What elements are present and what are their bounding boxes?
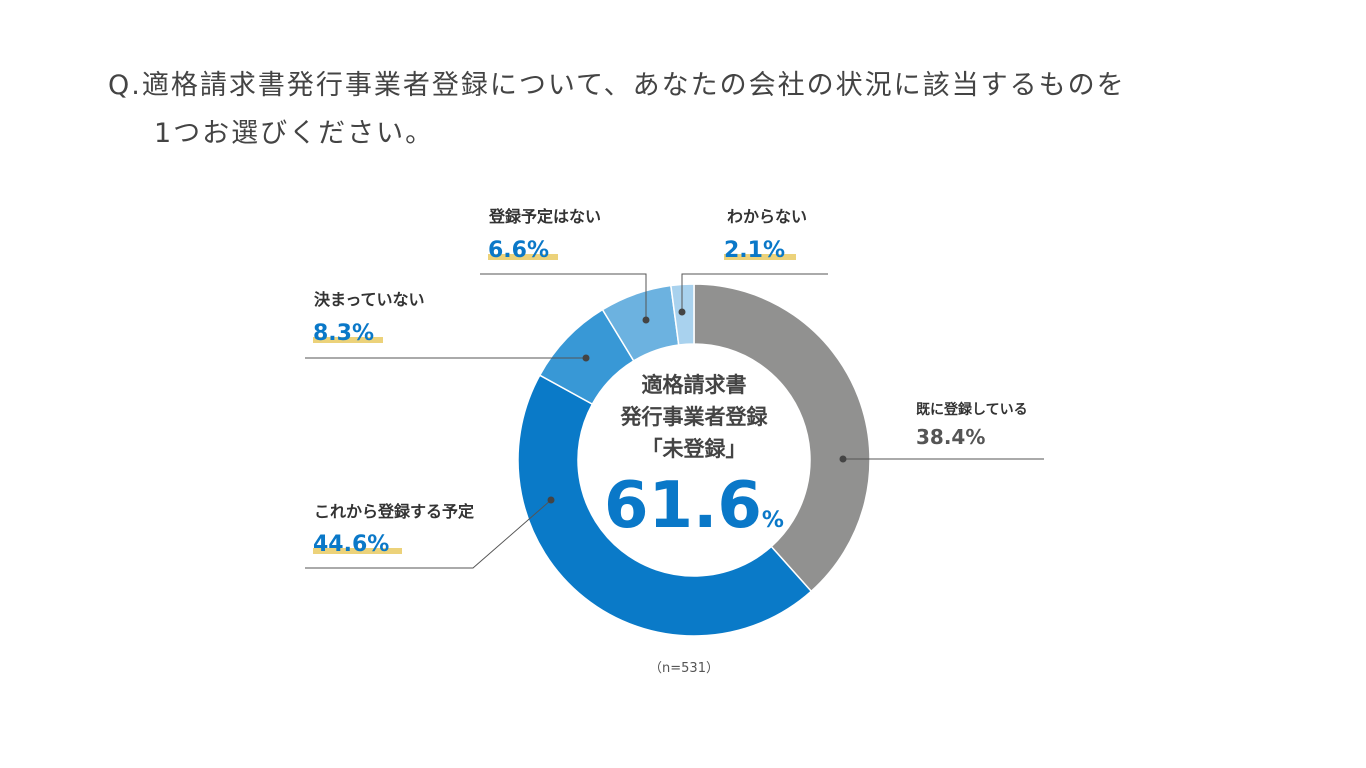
center-value-group: 61.6% — [604, 469, 784, 543]
label-undecided: 決まっていない 8.3% — [305, 290, 590, 362]
leader-dot-undecided — [582, 354, 590, 362]
label-no-plan-value: 6.6% — [488, 238, 549, 263]
question-line1: 適格請求書発行事業者登録について、あなたの会社の状況に該当するものを — [141, 70, 1126, 101]
leader-dot-will-register — [547, 496, 555, 504]
center-line2: 発行事業者登録 — [620, 405, 769, 429]
label-will-register-underline — [313, 548, 402, 554]
leader-dot-no-plan — [642, 316, 650, 324]
leader-line-no-plan — [480, 273, 647, 320]
leader-dot-unknown — [678, 308, 686, 316]
label-unknown-underline — [724, 254, 796, 260]
leader-line-will-register — [305, 499, 552, 569]
label-registered: 既に登録している 38.4% — [839, 401, 1044, 463]
label-no-plan: 登録予定はない 6.6% — [480, 207, 650, 324]
donut-center: 適格請求書 発行事業者登録 「未登録」 61.6% — [604, 373, 784, 543]
label-will-register: これから登録する予定 44.6% — [305, 496, 555, 569]
sample-size-note: （n=531） — [649, 661, 719, 676]
label-undecided-name: 決まっていない — [314, 290, 425, 309]
label-unknown: わからない 2.1% — [678, 207, 828, 316]
question-line2: 1つお選びください。 — [154, 118, 435, 149]
center-line1: 適格請求書 — [642, 373, 747, 397]
label-undecided-value: 8.3% — [313, 321, 374, 346]
label-will-register-value: 44.6% — [313, 532, 389, 557]
label-unknown-name: わからない — [727, 207, 807, 226]
label-undecided-underline — [313, 337, 383, 343]
question-prefix: Q. — [108, 70, 142, 101]
donut-slice-1 — [517, 374, 813, 637]
center-value: 61.6 — [604, 469, 762, 543]
center-unit: % — [762, 508, 784, 533]
label-unknown-value: 2.1% — [724, 238, 785, 263]
label-no-plan-underline — [488, 254, 558, 260]
label-no-plan-name: 登録予定はない — [488, 207, 601, 226]
leader-line-unknown — [681, 273, 828, 312]
question-title: Q.適格請求書発行事業者登録について、あなたの会社の状況に該当するものを 1つお… — [108, 62, 1308, 158]
label-registered-value: 38.4% — [916, 425, 985, 449]
donut-slice-0 — [693, 283, 871, 593]
leader-dot-registered — [839, 455, 847, 463]
center-line3: 「未登録」 — [642, 437, 747, 461]
label-registered-name: 既に登録している — [916, 401, 1028, 418]
label-will-register-name: これから登録する予定 — [314, 502, 474, 521]
